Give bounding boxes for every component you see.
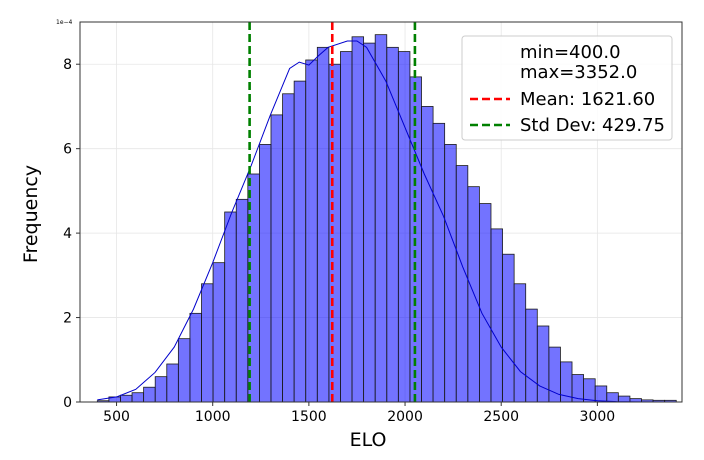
legend-min-entry: min=400.0 xyxy=(520,42,621,63)
y-tick-label: 0 xyxy=(63,395,72,411)
histogram-bar xyxy=(386,46,399,403)
x-tick-label: 1000 xyxy=(195,409,231,425)
legend: min=400.0 max=3352.0 Mean: 1621.60 Std D… xyxy=(461,35,673,141)
histogram-bar xyxy=(143,386,156,403)
histogram-bar xyxy=(201,283,214,403)
legend-mean-entry: Mean: 1621.60 xyxy=(520,89,655,110)
histogram-bar xyxy=(478,203,492,403)
x-tick-label: 1500 xyxy=(291,409,327,425)
histogram-bar xyxy=(617,395,631,403)
histogram-bar xyxy=(131,392,145,403)
histogram-bar xyxy=(154,376,168,403)
histogram-bar xyxy=(189,312,202,403)
histogram-bar xyxy=(270,114,283,403)
histogram-bar xyxy=(224,211,237,403)
histogram-bar xyxy=(235,198,249,403)
x-axis-label: ELO xyxy=(350,429,387,451)
histogram-bar xyxy=(120,394,133,403)
histogram-bar xyxy=(583,378,596,403)
plot-area-frame xyxy=(79,21,683,403)
kde-density-curve xyxy=(97,40,666,403)
x-tick-label: 3000 xyxy=(580,409,616,425)
histogram-bar xyxy=(606,392,619,403)
histogram-bar xyxy=(502,253,515,403)
y-tick-label: 6 xyxy=(63,142,72,158)
x-tick-label: 2500 xyxy=(483,409,519,425)
histogram-bar xyxy=(328,63,341,403)
histogram-bar xyxy=(594,385,608,403)
legend-box xyxy=(461,35,673,141)
histogram-bar xyxy=(293,80,307,403)
histogram-bar xyxy=(166,363,179,403)
histogram-bar xyxy=(374,34,388,403)
histogram-bar xyxy=(397,51,411,403)
histogram-bar xyxy=(536,325,550,403)
histogram-bar xyxy=(490,228,503,403)
y-axis-scale-label: 1e−4 xyxy=(56,19,73,26)
histogram-bar xyxy=(363,42,376,403)
histogram-bar xyxy=(212,262,226,403)
histogram-bar xyxy=(525,308,538,403)
histogram-bar xyxy=(513,283,527,403)
x-tick-label: 2000 xyxy=(387,409,423,425)
y-tick-label: 8 xyxy=(63,57,72,73)
histogram-bar xyxy=(177,338,191,403)
histogram-bar xyxy=(455,165,469,403)
histogram-bar xyxy=(432,122,446,403)
histogram-bar xyxy=(421,106,434,403)
x-axis-ticks: 500 1000 1500 2000 2500 3000 xyxy=(103,402,615,425)
y-tick-label: 2 xyxy=(63,311,72,327)
histogram-bar xyxy=(305,59,318,403)
y-tick-label: 4 xyxy=(63,226,72,242)
y-axis-ticks: 0 2 4 6 8 xyxy=(63,57,80,411)
histogram-bar xyxy=(351,36,365,403)
histogram-bar xyxy=(340,51,353,403)
histogram-bar xyxy=(316,46,330,403)
histogram-bar xyxy=(282,93,295,403)
y-axis-label: Frequency xyxy=(20,165,42,263)
x-tick-label: 500 xyxy=(103,409,130,425)
histogram-bar xyxy=(259,144,272,403)
histogram-bar xyxy=(444,144,457,403)
legend-max-entry: max=3352.0 xyxy=(520,62,637,83)
legend-std-entry: Std Dev: 429.75 xyxy=(520,115,665,136)
